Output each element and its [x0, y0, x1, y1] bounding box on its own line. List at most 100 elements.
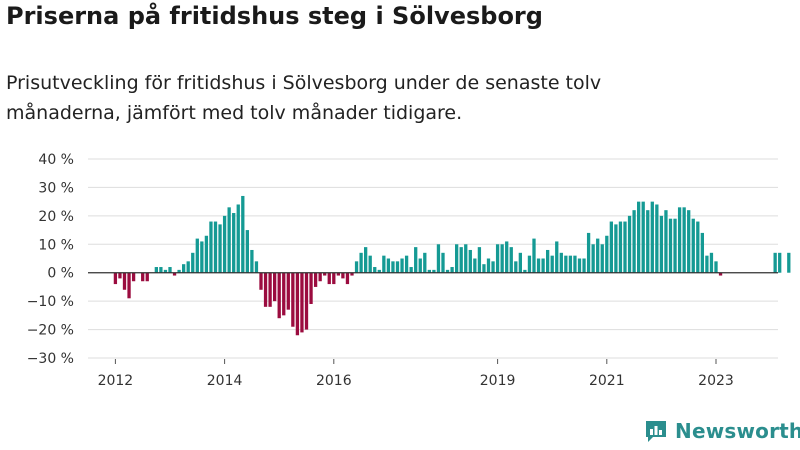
- bar: [391, 261, 395, 273]
- bar: [491, 261, 495, 273]
- x-tick-label: 2023: [698, 373, 734, 389]
- bar: [773, 252, 777, 273]
- x-tick-label: 2012: [98, 373, 134, 389]
- bar: [441, 252, 445, 273]
- bar: [596, 238, 600, 273]
- bar: [691, 218, 695, 273]
- bar: [341, 272, 345, 279]
- bar: [282, 272, 286, 316]
- bar: [564, 255, 568, 273]
- bar: [505, 241, 509, 273]
- bar: [377, 269, 381, 273]
- y-axis-labels: 40 % 30 % 20 % 10 % 0 % −10 % −20 % −30 %: [27, 152, 74, 367]
- bar: [500, 244, 504, 273]
- bar: [477, 247, 482, 273]
- bar: [118, 272, 122, 279]
- bar: [345, 272, 350, 285]
- bar: [127, 272, 131, 299]
- y-tick-label: −30 %: [27, 351, 74, 367]
- bar: [227, 207, 231, 273]
- bars: [113, 195, 791, 336]
- bar: [418, 258, 422, 273]
- bar: [555, 241, 559, 273]
- bar: [718, 272, 723, 276]
- newsworthy-logo[interactable]: Newsworthy: [643, 418, 800, 444]
- bar: [359, 252, 363, 273]
- bar: [482, 264, 486, 273]
- bar: [323, 272, 327, 276]
- brand-name: Newsworthy: [675, 419, 800, 443]
- bar: [268, 272, 272, 307]
- bar: [455, 244, 459, 273]
- y-tick-label: 20 %: [38, 209, 74, 225]
- bar: [218, 224, 222, 273]
- bar: [714, 261, 718, 273]
- bar: [559, 252, 563, 273]
- x-axis-labels: 2012201420162019202120232025: [98, 359, 734, 389]
- chart-title: Priserna på fritidshus steg i Sölvesborg: [6, 2, 543, 30]
- bar: [300, 272, 304, 333]
- bar: [473, 258, 477, 273]
- bar: [177, 269, 181, 273]
- bar: [514, 261, 518, 273]
- bar: [550, 255, 554, 273]
- x-tick-label: 2019: [480, 373, 516, 389]
- bar: [668, 218, 673, 273]
- bar: [182, 264, 186, 273]
- bar: [122, 272, 127, 290]
- bar: [291, 272, 295, 327]
- bar: [436, 244, 441, 273]
- bar: [577, 258, 582, 273]
- bar: [263, 272, 268, 307]
- bar: [627, 215, 632, 273]
- bar: [427, 269, 431, 273]
- bar: [395, 261, 400, 273]
- bar: [700, 232, 704, 273]
- bar: [541, 258, 545, 273]
- bar: [459, 247, 463, 273]
- bar: [705, 255, 709, 273]
- bar: [382, 255, 386, 273]
- bar: [464, 244, 468, 273]
- bar: [450, 267, 454, 273]
- bar: [623, 221, 627, 273]
- bar: [655, 204, 659, 273]
- bar: [696, 221, 700, 273]
- bar: [787, 252, 791, 273]
- bar: [586, 232, 591, 273]
- bar: [286, 272, 290, 310]
- bar: [495, 244, 500, 273]
- bar: [168, 267, 172, 273]
- bar: [332, 272, 336, 285]
- bar: [609, 221, 613, 273]
- bar: [527, 255, 532, 273]
- bar: [336, 272, 340, 276]
- bar: [518, 252, 522, 273]
- y-tick-label: −10 %: [27, 294, 74, 310]
- bar: [313, 272, 318, 287]
- y-tick-label: 10 %: [38, 237, 74, 253]
- bar: [209, 221, 213, 273]
- bar-chart: 40 % 30 % 20 % 10 % 0 % −10 % −20 % −30 % 2012 2…: [27, 152, 791, 389]
- bar: [254, 261, 259, 273]
- bar: [445, 269, 450, 273]
- bar: [673, 218, 677, 273]
- bar: [637, 201, 641, 273]
- bar: [509, 247, 513, 273]
- bar: [664, 210, 668, 273]
- bar: [309, 272, 313, 304]
- bar: [568, 255, 573, 273]
- bar: [659, 215, 664, 273]
- bar: [532, 238, 536, 273]
- bar: [523, 269, 527, 273]
- bar: [400, 258, 404, 273]
- bar: [273, 272, 277, 302]
- bar: [318, 272, 322, 282]
- bar: [778, 252, 782, 273]
- bar: [191, 252, 195, 273]
- bar: [486, 258, 491, 273]
- bar: [373, 267, 377, 273]
- bar: [163, 269, 168, 273]
- bar: [213, 221, 218, 273]
- y-tick-label: 0 %: [47, 266, 74, 282]
